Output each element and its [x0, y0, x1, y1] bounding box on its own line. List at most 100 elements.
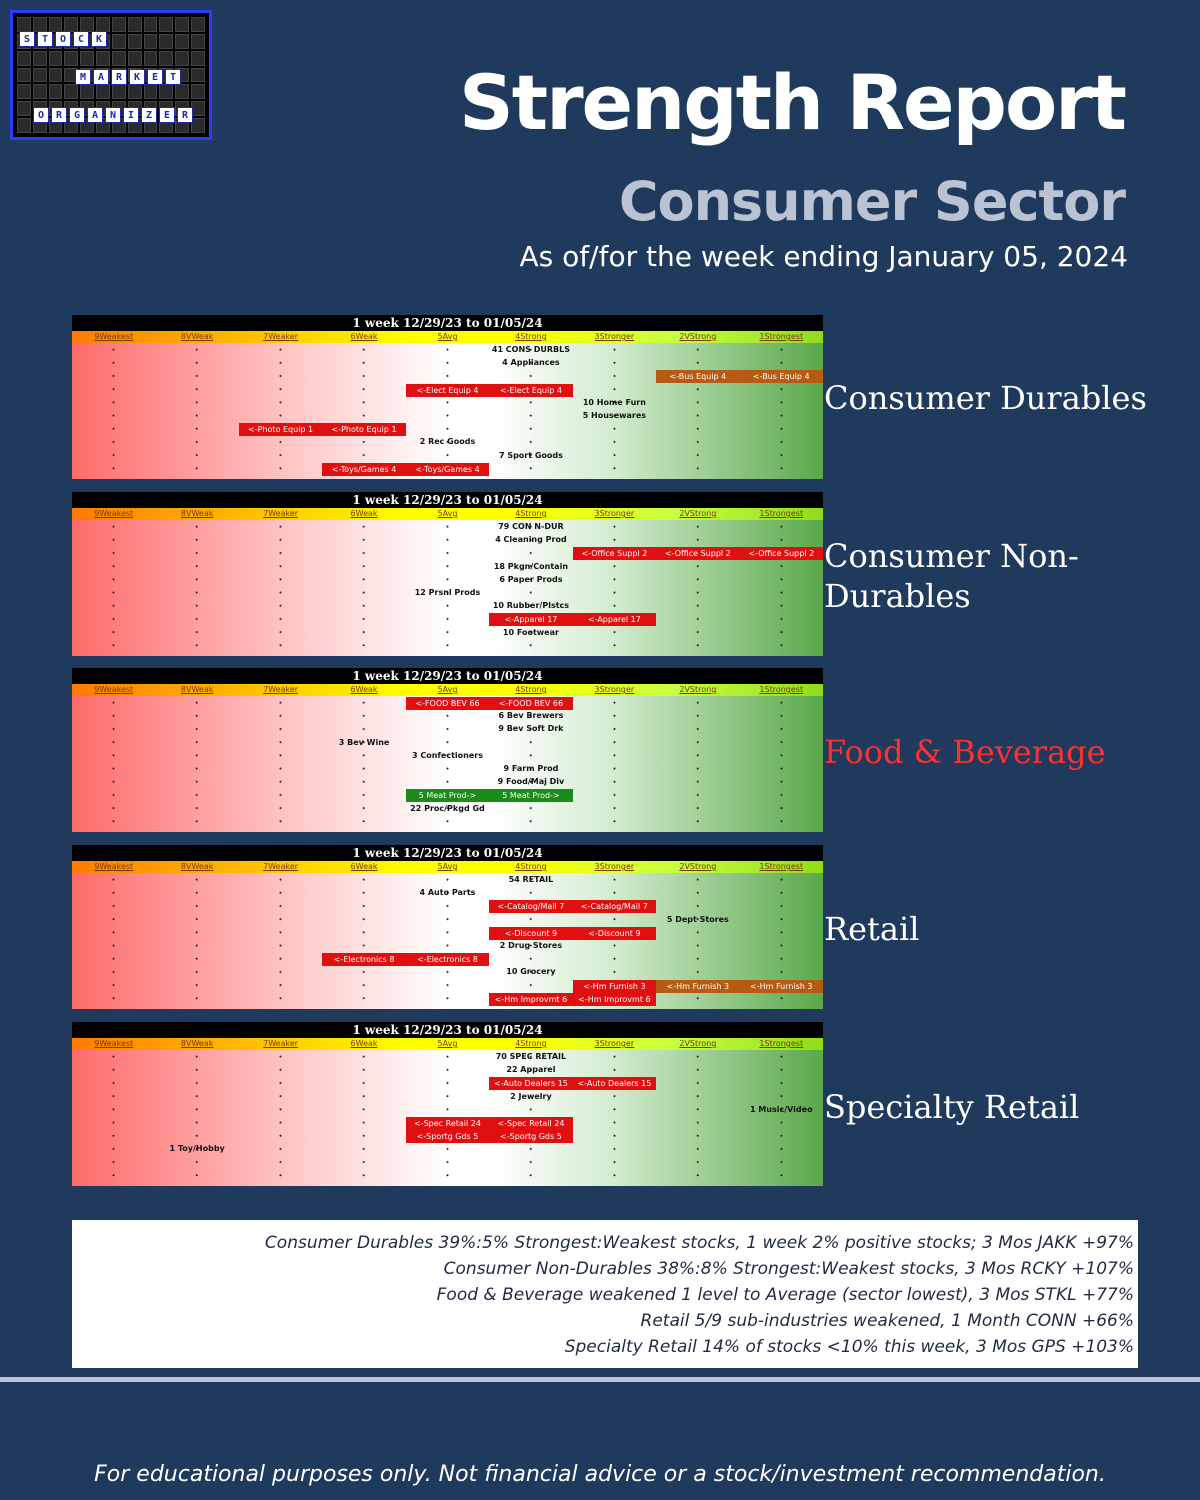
- industry-label: 1 Music/Video: [749, 1104, 813, 1114]
- column-header: 4Strong: [515, 862, 547, 871]
- column-header: 8VWeak: [180, 862, 214, 871]
- panel-body: 70 SPEC RETAIL 22 Apparel <-Auto Dealers 1…: [72, 1050, 823, 1186]
- page-title: Strength Report: [459, 58, 1127, 147]
- move-tag: <-Electronics 8: [322, 953, 406, 967]
- strength-panel: 1 week 12/29/23 to 01/05/24 9Weakest 8VWea…: [72, 492, 823, 656]
- column-header: 6Weak: [350, 332, 378, 341]
- industry-label: 5 Housewares: [582, 411, 647, 420]
- strength-columns: 9Weakest 8VWeak 7Weaker 6Weak 5Avg 4Strong 3St…: [72, 508, 823, 520]
- column-header: 2VStrong: [679, 685, 717, 694]
- industry-label: 5 Dept Stores: [666, 914, 729, 924]
- industry-label: 79 CON N-DUR: [498, 522, 564, 531]
- strength-columns: 9Weakest 8VWeak 7Weaker 6Weak 5Avg 4Strong 3St…: [72, 861, 823, 873]
- industry-label: 9 Food/Maj Div: [497, 777, 565, 787]
- column-header: 5Avg: [437, 1039, 458, 1048]
- strength-columns: 9Weakest 8VWeak 7Weaker 6Weak 5Avg 4Strong 3St…: [72, 684, 823, 696]
- column-header: 8VWeak: [180, 509, 214, 518]
- strength-columns: 9Weakest 8VWeak 7Weaker 6Weak 5Avg 4Strong 3St…: [72, 331, 823, 343]
- move-tag: <-Apparel 17: [489, 613, 573, 627]
- column-header: 3Stronger: [594, 862, 635, 871]
- column-header: 1Strongest: [759, 509, 804, 518]
- page-subtitle: Consumer Sector: [618, 170, 1126, 233]
- note-line: Consumer Durables 39%:5% Strongest:Weake…: [264, 1233, 1134, 1253]
- industry-label: 9 Farm Prod: [503, 764, 559, 773]
- move-tag: <-Catalog/Mail 7: [489, 900, 573, 914]
- industry-label: 18 Pkgn/Contain: [493, 561, 569, 571]
- column-header: 8VWeak: [180, 332, 214, 341]
- column-header: 4Strong: [515, 685, 547, 694]
- panel-body: 41 CONS DURBLS 4 Appliances <-Bus Equip 4 <…: [72, 343, 823, 479]
- move-tag: <-Electronics 8: [405, 953, 490, 967]
- industry-label: 7 Sport Goods: [498, 450, 563, 460]
- move-tag: 5 Meat Prod->: [489, 789, 573, 803]
- panel-heading: 1 week 12/29/23 to 01/05/24: [72, 845, 823, 861]
- industry-label: 4 Appliances: [502, 358, 560, 368]
- industry-label: 22 Proc/Pkgd Gd: [410, 803, 485, 813]
- move-tag: <-Elect Equip 4: [405, 383, 490, 397]
- column-header: 6Weak: [350, 685, 378, 694]
- move-tag: <-Office Suppl 2: [739, 547, 823, 561]
- column-header: 7Weaker: [263, 332, 299, 341]
- move-tag: <-Spec Retail 24: [405, 1117, 490, 1130]
- panel-heading: 1 week 12/29/23 to 01/05/24: [72, 315, 823, 331]
- column-header: 3Stronger: [594, 332, 635, 341]
- sector-label: Consumer Durables: [824, 379, 1147, 417]
- move-tag: <-Hm Improvmt 6: [489, 992, 573, 1006]
- industry-label: 2 Drug Stores: [499, 941, 563, 950]
- note-line: Retail 5/9 sub-industries weakened, 1 Mo…: [640, 1311, 1134, 1331]
- move-tag: <-Apparel 17: [572, 613, 657, 627]
- industry-label: 10 Rubber/Plstcs: [492, 601, 570, 611]
- sector-label: Specialty Retail: [824, 1088, 1080, 1126]
- move-tag: <-Office Suppl 2: [656, 547, 740, 561]
- column-header: 3Stronger: [594, 685, 635, 694]
- summary-notes: Consumer Durables 39%:5% Strongest:Weake…: [72, 1220, 1138, 1368]
- column-header: 9Weakest: [94, 1039, 134, 1048]
- industry-label: 12 Prsnl Prods: [414, 588, 481, 597]
- strength-columns: 9Weakest 8VWeak 7Weaker 6Weak 5Avg 4Strong 3St…: [72, 1038, 823, 1050]
- sector-label: Retail: [824, 910, 920, 948]
- strength-panel: 1 week 12/29/23 to 01/05/24 9Weakest 8VWea…: [72, 315, 823, 479]
- column-header: 5Avg: [437, 509, 458, 518]
- dot-grid: [72, 520, 823, 656]
- move-tag: <-Office Suppl 2: [572, 547, 657, 561]
- disclaimer: For educational purposes only. Not finan…: [94, 1462, 1106, 1487]
- column-header: 1Strongest: [759, 862, 804, 871]
- note-line: Specialty Retail 14% of stocks <10% this…: [564, 1337, 1134, 1357]
- move-tag: <-Auto Dealers 15: [489, 1077, 573, 1091]
- move-tag: <-Bus Equip 4: [739, 370, 823, 384]
- move-tag: <-FOOD BEV 66: [489, 697, 573, 710]
- column-header: 2VStrong: [679, 862, 717, 871]
- column-header: 8VWeak: [180, 1039, 214, 1048]
- move-tag: <-Discount 9: [489, 926, 573, 940]
- dot-grid: [72, 1050, 823, 1186]
- industry-label: 9 Bev Soft Drk: [498, 724, 564, 734]
- note-line: Food & Beverage weakened 1 level to Aver…: [436, 1285, 1134, 1305]
- move-tag: <-Hm Furnish 3: [572, 979, 657, 993]
- industry-label: 1 Toy/Hobby: [169, 1144, 225, 1154]
- column-header: 2VStrong: [679, 1039, 717, 1048]
- move-tag: <-Sportg Gds 5: [489, 1130, 573, 1144]
- industry-label: 6 Bev Brewers: [498, 711, 564, 721]
- industry-label: 2 Rec Goods: [419, 437, 476, 447]
- move-tag: <-FOOD BEV 66: [405, 697, 490, 710]
- panel-body: 54 RETAIL 4 Auto Parts <-Catalog/Mail 7 <-C…: [72, 873, 823, 1009]
- industry-label: 70 SPEC RETAIL: [495, 1052, 567, 1061]
- column-header: 7Weaker: [263, 1039, 299, 1048]
- industry-label: 10 Footwear: [502, 627, 559, 637]
- column-header: 6Weak: [350, 862, 378, 871]
- industry-label: 6 Paper Prods: [499, 574, 563, 584]
- column-header: 7Weaker: [263, 862, 299, 871]
- move-tag: <-Photo Equip 1: [322, 423, 406, 437]
- column-header: 5Avg: [437, 332, 458, 341]
- column-header: 6Weak: [350, 509, 378, 518]
- industry-label: 10 Home Furn: [582, 397, 646, 407]
- column-header: 6Weak: [350, 1039, 378, 1048]
- column-header: 5Avg: [437, 862, 458, 871]
- strength-panel: 1 week 12/29/23 to 01/05/24 9Weakest 8VWea…: [72, 1022, 823, 1186]
- column-header: 5Avg: [437, 685, 458, 694]
- industry-label: 3 Confectioners: [412, 750, 483, 760]
- move-tag: <-Spec Retail 24: [489, 1117, 573, 1130]
